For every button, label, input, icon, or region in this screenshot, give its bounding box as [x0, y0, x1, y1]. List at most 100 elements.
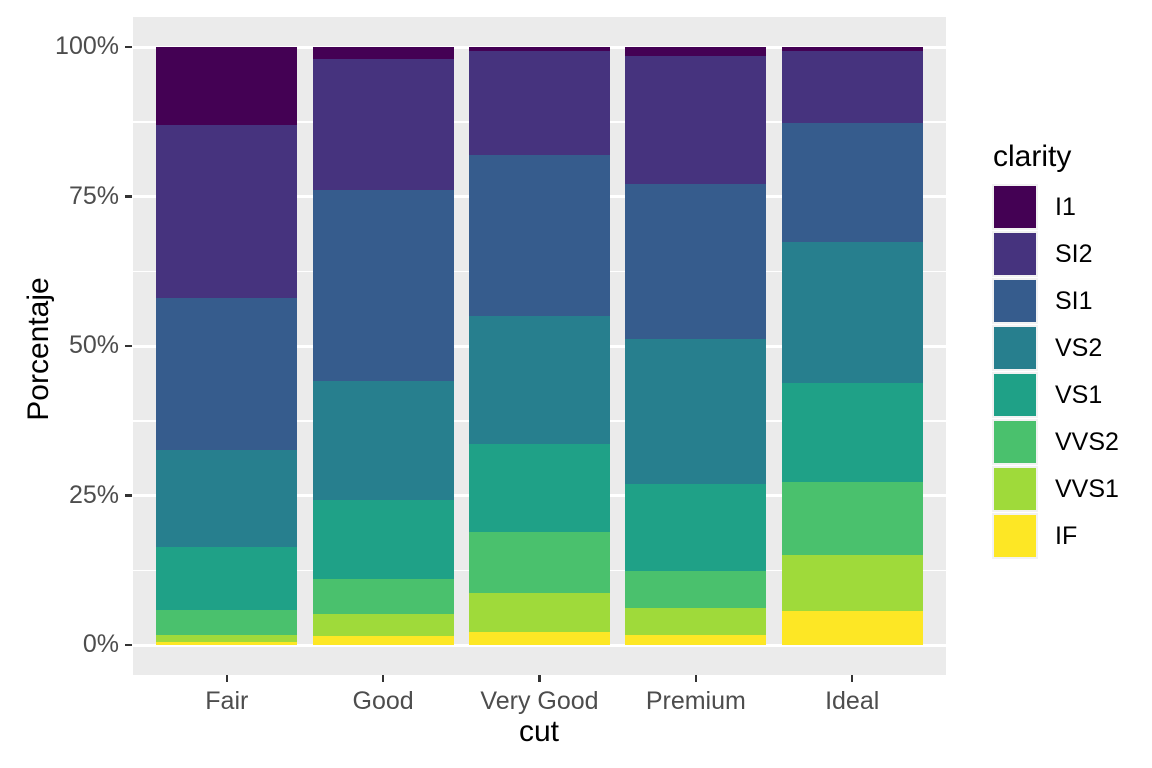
- bar-segment-i1: [625, 47, 767, 56]
- bar-segment-i1: [781, 47, 923, 52]
- x-tick-label: Ideal: [825, 687, 880, 715]
- plot-panel: [133, 17, 946, 675]
- bar-segment-vs2: [625, 338, 767, 485]
- bar-segment-vs2: [781, 242, 923, 383]
- bar-segment-i1: [469, 47, 610, 52]
- legend-key-color: [994, 468, 1036, 510]
- x-tick-mark: [538, 675, 541, 682]
- legend-item-vs1: VS1: [992, 372, 1119, 418]
- legend-key-swatch: [992, 372, 1038, 418]
- y-tick-label: 100%: [55, 31, 119, 60]
- legend: clarity I1 SI2 SI1 VS2 VS1 VVS2 VVS1 IF: [992, 140, 1119, 560]
- legend-item-label: VS1: [1055, 380, 1103, 409]
- bar-segment-vs2: [312, 380, 454, 500]
- bar-segment-si2: [625, 55, 767, 184]
- legend-item-si1: SI1: [992, 278, 1119, 324]
- legend-item-label: I1: [1055, 192, 1076, 221]
- legend-item-label: SI1: [1055, 286, 1093, 315]
- bar-segment-vvs2: [625, 570, 767, 609]
- bar-segment-vs2: [469, 315, 610, 444]
- legend-key-swatch: [992, 419, 1038, 465]
- bar-premium: [625, 17, 767, 675]
- bar-segment-si2: [469, 51, 610, 156]
- legend-key-swatch: [992, 325, 1038, 371]
- bar-segment-vs1: [469, 443, 610, 532]
- x-tick-mark: [850, 675, 854, 682]
- legend-item-label: VS2: [1055, 333, 1103, 362]
- legend-key-swatch: [992, 513, 1038, 559]
- bar-segment-if: [781, 611, 923, 645]
- legend-item-label: IF: [1055, 521, 1078, 550]
- bar-segment-if: [312, 636, 454, 645]
- x-tick-label: Fair: [205, 687, 249, 715]
- legend-item-i1: I1: [992, 184, 1119, 230]
- legend-item-label: VVS2: [1055, 427, 1119, 456]
- bar-segment-if: [469, 631, 610, 645]
- y-tick-mark: [125, 45, 132, 49]
- bar-segment-vvs2: [781, 482, 923, 555]
- bar-segment-if: [156, 641, 298, 645]
- bar-segment-i1: [156, 47, 298, 125]
- legend-key-color: [994, 421, 1036, 463]
- legend-key-color: [994, 327, 1036, 369]
- bar-segment-si2: [781, 51, 923, 124]
- x-tick-mark: [225, 675, 229, 682]
- bar-segment-si2: [312, 58, 454, 191]
- bar-good: [312, 17, 454, 675]
- y-tick-mark: [125, 494, 132, 497]
- x-tick-label: Very Good: [480, 687, 599, 715]
- legend-item-si2: SI2: [992, 231, 1119, 277]
- legend-item-vvs2: VVS2: [992, 419, 1119, 465]
- y-tick-mark: [125, 195, 132, 198]
- bar-segment-vs1: [625, 484, 767, 571]
- x-tick-mark: [381, 675, 385, 682]
- legend-key-swatch: [992, 184, 1038, 230]
- legend-title: clarity: [993, 140, 1072, 173]
- bar-segment-vvs1: [469, 592, 610, 632]
- y-tick-label: 50%: [68, 330, 119, 359]
- bar-segment-si2: [156, 125, 298, 299]
- bar-segment-vvs1: [312, 613, 454, 637]
- gridline-major: [133, 643, 946, 647]
- bar-ideal: [781, 17, 923, 675]
- bar-segment-vvs1: [781, 554, 923, 612]
- legend-key-color: [994, 233, 1036, 275]
- legend-item-vvs1: VVS1: [992, 466, 1119, 512]
- bar-segment-si1: [625, 183, 767, 339]
- bar-segment-vvs2: [469, 531, 610, 593]
- x-tick-mark: [694, 675, 698, 682]
- bar-segment-vs1: [781, 382, 923, 483]
- legend-key-color: [994, 280, 1036, 322]
- bar-segment-vs1: [156, 546, 298, 610]
- bar-segment-vvs2: [156, 609, 298, 636]
- legend-key-color: [994, 186, 1036, 228]
- legend-key-swatch: [992, 278, 1038, 324]
- x-tick-label: Premium: [645, 687, 746, 715]
- legend-key-swatch: [992, 466, 1038, 512]
- bar-segment-si1: [312, 190, 454, 381]
- legend-items: I1 SI2 SI1 VS2 VS1 VVS2 VVS1 IF: [992, 184, 1119, 559]
- bar-segment-vvs1: [156, 635, 298, 642]
- bar-segment-vvs1: [625, 608, 767, 636]
- bar-segment-if: [625, 635, 767, 645]
- y-tick-label: 25%: [68, 480, 119, 509]
- bar-segment-vvs2: [312, 578, 454, 614]
- legend-key-swatch: [992, 231, 1038, 277]
- y-tick-label: 75%: [68, 181, 119, 210]
- legend-item-if: IF: [992, 513, 1119, 559]
- bar-fair: [156, 17, 298, 675]
- gridline-major: [133, 45, 946, 49]
- legend-key-color: [994, 515, 1036, 557]
- y-tick-label: 0%: [82, 629, 119, 658]
- bar-segment-vs2: [156, 449, 298, 547]
- bar-segment-i1: [312, 47, 454, 59]
- x-axis-title: cut: [518, 715, 560, 748]
- y-tick-mark: [125, 643, 132, 647]
- bar-segment-si1: [781, 123, 923, 243]
- legend-item-label: SI2: [1055, 239, 1093, 268]
- bar-segment-vs1: [312, 499, 454, 579]
- bar-very-good: [469, 17, 610, 675]
- legend-item-label: VVS1: [1055, 474, 1119, 503]
- legend-item-vs2: VS2: [992, 325, 1119, 371]
